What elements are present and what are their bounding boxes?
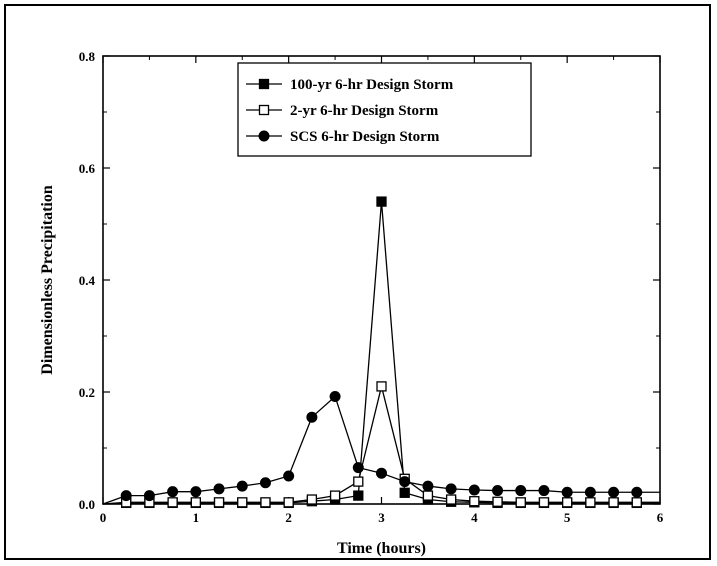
y-tick-label: 0.2	[79, 385, 95, 400]
data-point	[608, 486, 620, 498]
y-tick-label: 0.6	[79, 161, 96, 176]
legend-box	[237, 62, 532, 157]
series-line	[102, 201, 660, 505]
data-point	[376, 381, 387, 392]
x-tick-label: 4	[471, 510, 478, 525]
data-point	[167, 486, 179, 498]
data-point	[515, 497, 526, 508]
data-point	[306, 411, 318, 423]
data-point	[422, 480, 434, 492]
data-point	[468, 484, 480, 496]
data-point	[561, 486, 573, 498]
data-point	[399, 476, 411, 488]
series-1	[102, 196, 660, 509]
data-point	[143, 490, 155, 502]
y-tick-label: 0.4	[79, 273, 96, 288]
series-layer	[102, 196, 660, 509]
data-point	[213, 497, 225, 508]
legend-label: 100-yr 6-hr Design Storm	[290, 77, 454, 93]
y-tick-label: 0.8	[79, 49, 96, 64]
x-tick-label: 2	[285, 510, 292, 525]
series-2	[102, 381, 660, 508]
series-line	[102, 395, 660, 505]
legend-label: SCS 6-hr Design Storm	[290, 129, 440, 145]
legend-marker	[258, 104, 270, 116]
data-point	[445, 494, 457, 505]
data-point	[562, 497, 573, 508]
data-point	[538, 485, 550, 497]
data-point	[492, 485, 504, 497]
data-point	[422, 490, 434, 501]
data-point	[352, 462, 364, 474]
legend-marker	[258, 130, 270, 142]
data-point	[353, 490, 364, 501]
data-point	[260, 497, 271, 508]
data-point	[213, 483, 225, 495]
data-point	[631, 497, 642, 508]
data-point	[376, 196, 387, 207]
data-point	[306, 494, 318, 505]
data-point	[120, 490, 132, 502]
data-point	[585, 497, 596, 508]
data-point	[190, 497, 201, 508]
data-point	[167, 497, 178, 508]
data-point	[608, 497, 619, 508]
data-point	[538, 497, 550, 508]
x-tick-label: 3	[378, 510, 385, 525]
data-point	[283, 497, 294, 508]
data-point	[259, 477, 271, 489]
data-point	[469, 496, 480, 507]
x-tick-label: 1	[193, 510, 200, 525]
x-axis-title: Time (hours)	[337, 540, 426, 557]
data-point	[515, 485, 527, 497]
data-point	[399, 487, 410, 498]
series-line	[102, 386, 660, 505]
x-tick-label: 0	[100, 510, 107, 525]
x-tick-label: 5	[564, 510, 571, 525]
data-point	[353, 476, 364, 487]
legend-marker	[258, 78, 270, 90]
data-point	[329, 490, 341, 501]
data-point	[445, 483, 457, 495]
legend: 100-yr 6-hr Design Storm 2-yr 6-hr Design…	[237, 62, 532, 157]
data-point	[236, 480, 248, 492]
data-point	[376, 467, 387, 479]
data-point	[631, 486, 643, 498]
data-point	[329, 390, 341, 402]
series-3	[102, 390, 660, 505]
y-tick-label: 0.0	[79, 497, 95, 512]
data-point	[283, 470, 295, 482]
legend-label: 2-yr 6-hr Design Storm	[290, 103, 439, 119]
data-point	[190, 486, 202, 498]
data-point	[492, 496, 503, 507]
data-point	[237, 497, 248, 508]
data-point	[584, 486, 596, 498]
x-tick-label: 6	[657, 510, 664, 525]
y-axis-title: Dimensionless Precipitation	[39, 185, 56, 375]
